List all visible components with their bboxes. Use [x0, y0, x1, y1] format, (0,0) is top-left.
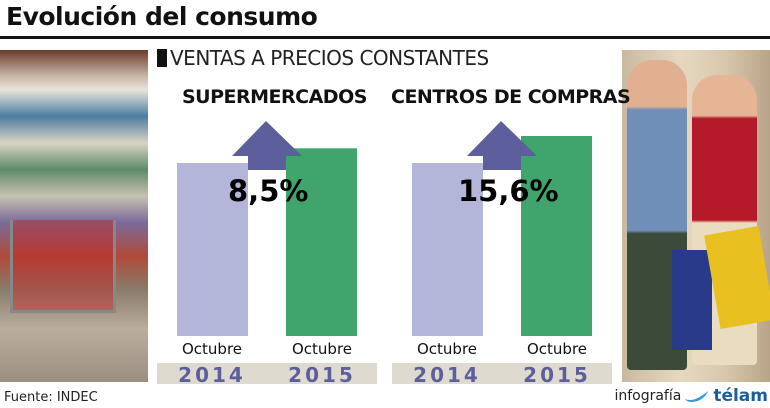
tick-label-year: 2014 [413, 363, 481, 387]
chart-title-centros: CENTROS DE COMPRAS [391, 86, 631, 108]
up-arrow-icon [467, 121, 537, 170]
tick-label-month: Octubre [291, 340, 353, 358]
credit-prefix: infografía [614, 388, 682, 404]
tick-label-year: 2014 [178, 363, 246, 387]
chart-title-supermercados: SUPERMERCADOS [182, 86, 367, 108]
bar-2014 [412, 163, 483, 336]
credit: infografía télam [614, 386, 768, 406]
shopping-cart-image [10, 220, 116, 313]
tick-label-month: Octubre [181, 340, 243, 358]
tick-label-month: Octubre [526, 340, 588, 358]
shoppers-photo [622, 50, 770, 382]
tick-label-year: 2015 [288, 363, 356, 387]
page-title: Evolución del consumo [6, 2, 318, 31]
title-divider [0, 36, 770, 39]
source-note: Fuente: INDEC [4, 390, 98, 405]
up-arrow-icon [232, 121, 302, 170]
tick-label-month: Octubre [416, 340, 478, 358]
bar-2014 [177, 163, 248, 336]
bar-2015 [521, 136, 592, 336]
annotation-centros: 15,6% [458, 174, 559, 208]
tick-label-year: 2015 [523, 363, 591, 387]
square-bullet-icon [157, 49, 167, 67]
credit-brand: télam [713, 386, 768, 406]
subtitle: VENTAS A PRECIOS CONSTANTES [157, 46, 489, 70]
bar-2015 [286, 148, 357, 336]
shopping-bag [672, 250, 712, 350]
supermarket-photo [0, 50, 148, 382]
annotation-supermercados: 8,5% [228, 174, 309, 208]
year-band: 2014 2015 [392, 363, 612, 387]
year-band: 2014 2015 [157, 363, 377, 387]
telam-logo-icon [685, 391, 709, 402]
subtitle-text: VENTAS A PRECIOS CONSTANTES [170, 46, 489, 70]
